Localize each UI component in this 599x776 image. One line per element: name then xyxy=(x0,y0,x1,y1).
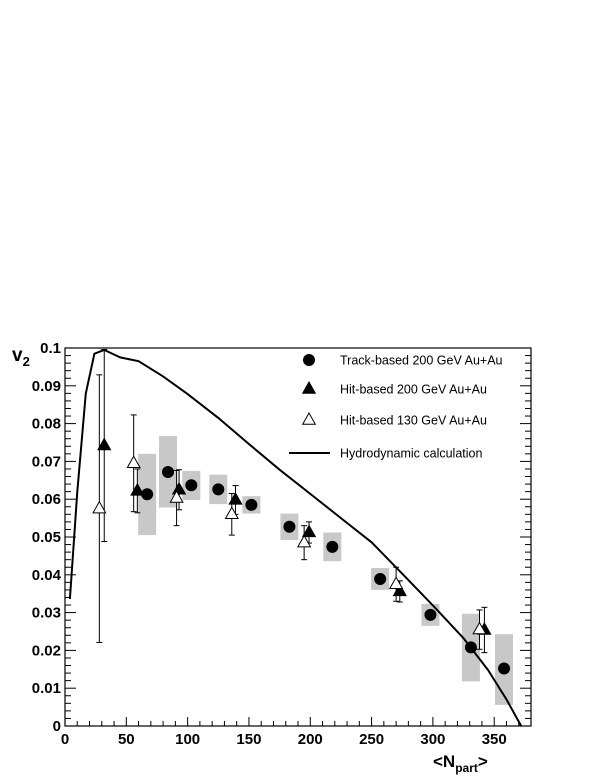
y-axis-title: v2 xyxy=(12,345,30,369)
x-tick-label: 200 xyxy=(298,731,323,748)
legend-label: Hit-based 130 GeV Au+Au xyxy=(340,414,487,428)
systematic-error-boxes xyxy=(138,436,514,705)
legend-label: Hit-based 200 GeV Au+Au xyxy=(340,383,487,397)
hit-based-130-point xyxy=(224,506,239,520)
track-based-point xyxy=(212,483,225,496)
legend-open-triangle-icon xyxy=(301,411,317,425)
hit-based-130-point xyxy=(296,534,312,548)
x-tick-label: 100 xyxy=(175,731,200,748)
hydro-curve xyxy=(68,348,523,727)
hit-based-200-point xyxy=(228,491,243,505)
hit-based-130-point xyxy=(126,455,141,468)
legend-label: Hydrodynamic calculation xyxy=(340,447,482,461)
y-tick-label: 0.07 xyxy=(32,453,61,470)
track-based-point xyxy=(185,479,198,492)
y-tick-label: 0.1 xyxy=(40,340,61,357)
legend-circle-icon xyxy=(303,354,315,366)
y-tick-label: 0.06 xyxy=(32,491,61,508)
hydrodynamic-curve-group xyxy=(68,348,523,727)
track-based-point xyxy=(283,520,296,533)
x-axis-title: <Npart> xyxy=(433,752,488,775)
track-based-point xyxy=(326,540,339,553)
track-based-point xyxy=(374,572,387,585)
y-tick-label: 0.09 xyxy=(32,378,61,395)
legend-filled-triangle-icon xyxy=(301,380,317,394)
track-based-point xyxy=(162,465,175,478)
track-based-point xyxy=(245,498,258,511)
y-tick-label: 0 xyxy=(53,718,61,735)
hit-based-130-point xyxy=(169,490,184,503)
track-based-point xyxy=(424,608,437,621)
axis-tick-labels: 0 50 100 150 200 250 300 350 0 0.01 0.02 0.03 0.04 0.… xyxy=(32,340,507,748)
x-tick-label: 50 xyxy=(118,731,135,748)
x-tick-label: 350 xyxy=(482,731,507,748)
legend: Track-based 200 GeV Au+Au Hit-based 200 G… xyxy=(289,354,503,461)
hit-based-130-point xyxy=(472,621,487,635)
hit-based-200-point xyxy=(392,583,407,597)
track-based-point xyxy=(464,641,477,654)
hit-based-130-point xyxy=(92,500,107,514)
track-based-point xyxy=(498,662,511,675)
axis-ticks xyxy=(64,347,531,727)
hit-based-200-point xyxy=(97,437,112,451)
x-tick-label: 300 xyxy=(420,731,445,748)
y-tick-label: 0.04 xyxy=(32,567,62,584)
hit-based-200-point xyxy=(301,524,317,538)
x-tick-label: 250 xyxy=(359,731,384,748)
x-tick-label: 150 xyxy=(236,731,261,748)
hit-based-130-point xyxy=(388,576,404,589)
y-tick-label: 0.05 xyxy=(32,529,61,546)
legend-label: Track-based 200 GeV Au+Au xyxy=(340,354,503,368)
data-markers xyxy=(92,437,511,675)
hit-based-200-point xyxy=(171,481,187,495)
hit-based-200-point xyxy=(130,482,145,496)
y-tick-label: 0.03 xyxy=(32,605,61,622)
x-tick-label: 0 xyxy=(61,731,69,748)
y-tick-label: 0.01 xyxy=(32,680,61,697)
y-tick-label: 0.08 xyxy=(32,416,61,433)
track-based-point xyxy=(141,488,154,501)
y-tick-label: 0.02 xyxy=(32,642,61,659)
